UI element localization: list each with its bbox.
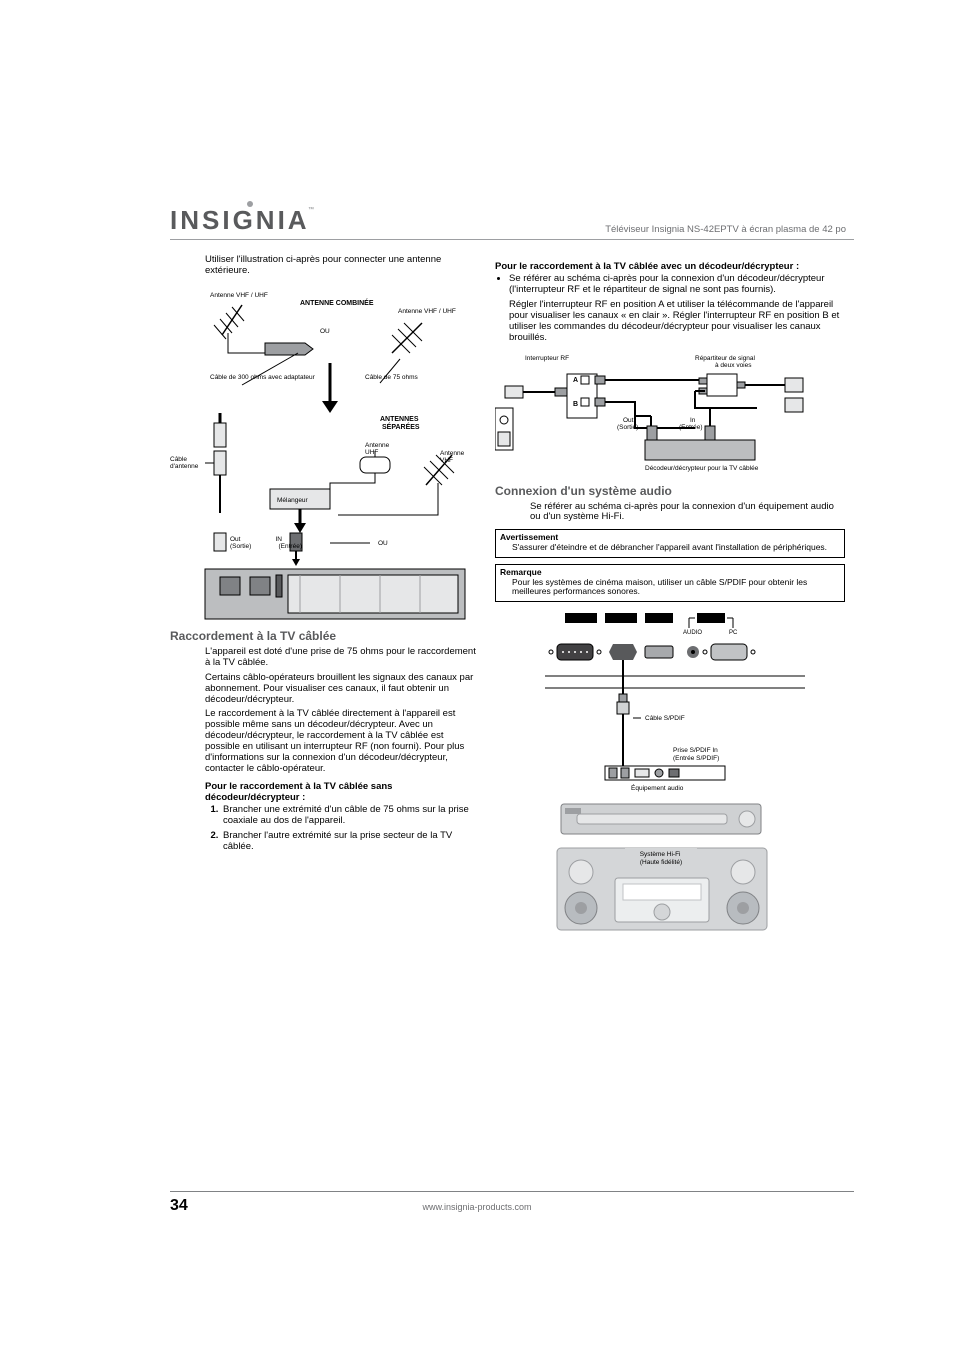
note-body: S'assurer d'éteindre et de débrancher l'… <box>512 543 840 553</box>
paragraph: Se référer au schéma ci-après pour la co… <box>530 502 845 524</box>
rf-diagram-svg: Interrupteur RF Répartiteur de signal à … <box>495 348 845 478</box>
note-head: Avertissement <box>500 532 558 542</box>
paragraph: Certains câblo-opérateurs brouillent les… <box>205 673 480 706</box>
label: Câble de 300 ohms avec adaptateur <box>210 374 316 381</box>
label: Câbled'antenne <box>170 456 199 470</box>
remark-box: Remarque Pour les systèmes de cinéma mai… <box>495 564 845 602</box>
label: Équipement audio <box>631 783 684 792</box>
paragraph: L'appareil est doté d'une prise de 75 oh… <box>205 647 480 669</box>
antenna-diagram: Antenne VHF / UHF ANTENNE COMBINÉE Anten… <box>170 283 480 623</box>
warning-box: Avertissement S'assurer d'éteindre et de… <box>495 529 845 558</box>
label: Système Hi-Fi (Haute fidélité) <box>640 851 683 866</box>
label: AntenneUHF <box>365 442 390 456</box>
label: Répartiteur de signal à deux voies <box>695 355 757 369</box>
label: ANTENNE COMBINÉE <box>300 298 374 307</box>
step: Brancher l'autre extrémité sur la prise … <box>221 831 480 853</box>
sub-heading: Pour le raccordement à la TV câblée avec… <box>495 261 845 272</box>
step: Brancher une extrémité d'un câble de 75 … <box>221 805 480 827</box>
footer-url: www.insignia-products.com <box>0 1202 954 1212</box>
footer-divider <box>170 1191 854 1192</box>
label: Câble de 75 ohms <box>365 374 419 381</box>
left-column: Utiliser l'illustration ci-après pour co… <box>170 255 480 857</box>
label: Câble S/PDIF <box>645 715 685 722</box>
label: A <box>573 377 578 384</box>
product-title: Téléviseur Insignia NS-42EPTV à écran pl… <box>605 224 846 235</box>
label: HDMI <box>651 617 667 623</box>
label: Interrupteur RF <box>525 355 569 362</box>
label: OU <box>378 540 388 547</box>
logo-text: INSIGNIA <box>170 205 310 235</box>
label: PC <box>729 630 738 636</box>
label: AntenneVHF <box>440 450 465 464</box>
label: Antenne VHF / UHF <box>210 292 268 299</box>
label: Mélangeur <box>277 497 309 504</box>
label: Décodeur/décrypteur pour la TV câblée <box>645 465 759 472</box>
label: OU <box>320 328 330 335</box>
label: B <box>573 401 578 408</box>
logo-dot-icon <box>247 201 253 207</box>
steps-list: Brancher une extrémité d'un câble de 75 … <box>205 805 480 853</box>
intro-text: Utiliser l'illustration ci-après pour co… <box>205 255 480 277</box>
bullet-item: Se référer au schéma ci-après pour la co… <box>509 274 845 344</box>
label: Out(Sortie) <box>230 536 251 550</box>
label: ANTENNES SÉPARÉES <box>380 416 420 431</box>
section-heading-audio: Connexion d'un système audio <box>495 484 845 498</box>
right-column: Pour le raccordement à la TV câblée avec… <box>495 255 845 938</box>
audio-diagram-svg: RS-232 S/PDIF HDMI D-SUB AUDIO PC <box>545 608 805 938</box>
audio-diagram: RS-232 S/PDIF HDMI D-SUB AUDIO PC <box>545 608 845 938</box>
label: D-SUB <box>702 617 721 623</box>
antenna-diagram-svg: Antenne VHF / UHF ANTENNE COMBINÉE Anten… <box>170 283 480 623</box>
document-page: INSIGNIA ™ Téléviseur Insignia NS-42EPTV… <box>0 0 954 1350</box>
paragraph: Le raccordement à la TV câblée directeme… <box>205 709 480 775</box>
label: Antenne VHF / UHF <box>398 308 456 315</box>
bullet-text: Régler l'interrupteur RF en position A e… <box>509 300 845 344</box>
tm-icon: ™ <box>308 207 314 213</box>
label: In(Entrée) <box>679 417 702 431</box>
header-divider <box>170 239 854 240</box>
sub-heading: Pour le raccordement à la TV câblée sans… <box>205 781 480 803</box>
label: S/PDIF <box>610 617 630 623</box>
label: RS-232 <box>569 617 590 623</box>
note-head: Remarque <box>500 567 542 577</box>
label: AUDIO <box>683 630 702 636</box>
label: Prise S/PDIF In (Entrée S/PDIF) <box>673 747 720 762</box>
section-heading-cable: Raccordement à la TV câblée <box>170 629 480 643</box>
rf-diagram: Interrupteur RF Répartiteur de signal à … <box>495 348 845 478</box>
bullet-list: Se référer au schéma ci-après pour la co… <box>495 274 845 344</box>
bullet-text: Se référer au schéma ci-après pour la co… <box>509 273 825 295</box>
note-body: Pour les systèmes de cinéma maison, util… <box>512 578 840 598</box>
brand-logo: INSIGNIA ™ <box>170 205 310 236</box>
